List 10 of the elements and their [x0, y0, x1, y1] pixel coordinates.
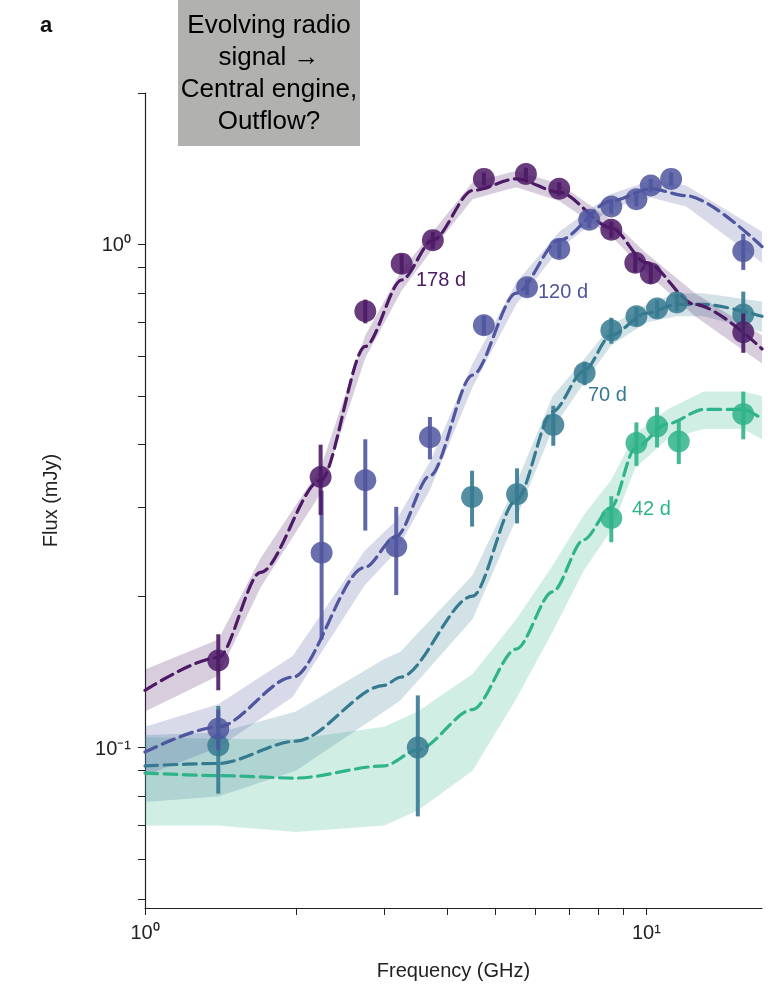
annotation: 178 d [416, 268, 467, 291]
annotation: 70 d [588, 383, 627, 406]
annotation: Evolving radio signal → Central engine, Outflow? [178, 0, 360, 146]
x-tick-label: 10¹ [631, 921, 662, 943]
y-axis-title: Flux (mJy) [39, 453, 61, 548]
annotation: 120 d [538, 280, 589, 303]
annotation: 42 d [632, 497, 671, 520]
y-tick-label: 10⁻¹ [95, 736, 132, 759]
x-axis-title: Frequency (GHz) [376, 959, 531, 981]
text: a [40, 12, 53, 38]
